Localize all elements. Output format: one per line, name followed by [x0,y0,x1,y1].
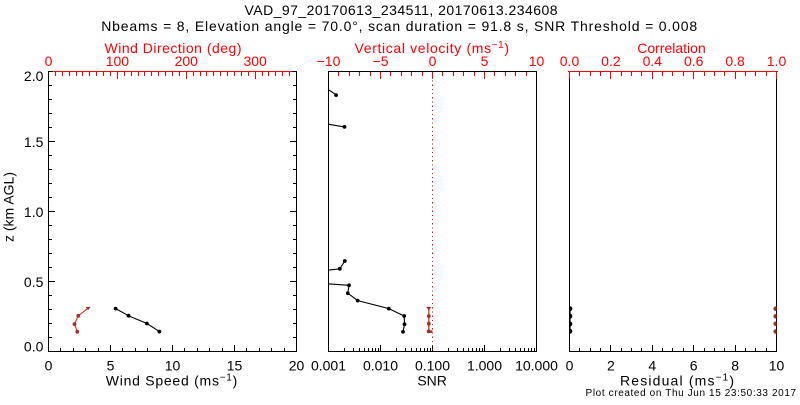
svg-text:0.100: 0.100 [415,358,450,374]
svg-text:z (km AGL): z (km AGL) [1,172,17,242]
svg-text:15: 15 [227,358,243,374]
svg-text:Wind Speed (ms−1): Wind Speed (ms−1) [106,373,238,389]
svg-text:Plot created on Thu Jun 15 23:: Plot created on Thu Jun 15 23:50:33 2017 [586,388,797,399]
svg-text:Nbeams = 8, Elevation angle =: Nbeams = 8, Elevation angle = 70.0°, sca… [101,18,697,34]
svg-text:100: 100 [106,53,130,69]
svg-text:Correlation: Correlation [637,40,705,56]
svg-text:0.6: 0.6 [684,53,704,69]
svg-text:0.4: 0.4 [643,53,663,69]
svg-text:1.0: 1.0 [767,53,787,69]
svg-text:SNR: SNR [417,373,447,389]
svg-text:200: 200 [175,53,199,69]
svg-text:0.5: 0.5 [24,274,44,290]
svg-text:1.000: 1.000 [467,358,502,374]
svg-text:10: 10 [165,358,181,374]
svg-text:1.5: 1.5 [24,134,44,150]
svg-text:0.010: 0.010 [363,358,398,374]
svg-text:10.000: 10.000 [515,358,558,374]
svg-text:5: 5 [107,358,115,374]
svg-text:0: 0 [429,53,437,69]
svg-text:−5: −5 [373,53,389,69]
svg-text:0: 0 [45,53,53,69]
svg-text:8: 8 [731,358,739,374]
svg-text:VAD_97_20170613_234511, 201706: VAD_97_20170613_234511, 20170613.234608 [245,2,558,18]
svg-text:20: 20 [289,358,305,374]
svg-text:0: 0 [45,358,53,374]
svg-text:Residual (ms−1): Residual (ms−1) [620,373,734,389]
svg-text:4: 4 [648,358,656,374]
svg-text:0.0: 0.0 [24,339,44,355]
svg-text:0.8: 0.8 [725,53,745,69]
svg-text:10: 10 [529,53,545,69]
svg-text:Wind Direction (deg): Wind Direction (deg) [105,40,242,56]
svg-text:0: 0 [566,358,574,374]
svg-text:6: 6 [690,358,698,374]
svg-text:2: 2 [607,358,615,374]
svg-text:1.0: 1.0 [24,204,44,220]
svg-text:−10: −10 [317,53,341,69]
svg-text:Vertical velocity (ms−1): Vertical velocity (ms−1) [355,40,510,56]
svg-text:0.2: 0.2 [601,53,621,69]
svg-text:2.0: 2.0 [24,68,44,84]
svg-text:10: 10 [769,358,785,374]
svg-text:5: 5 [481,53,489,69]
svg-text:0.001: 0.001 [311,358,346,374]
svg-text:0.0: 0.0 [560,53,580,69]
svg-text:300: 300 [243,53,267,69]
